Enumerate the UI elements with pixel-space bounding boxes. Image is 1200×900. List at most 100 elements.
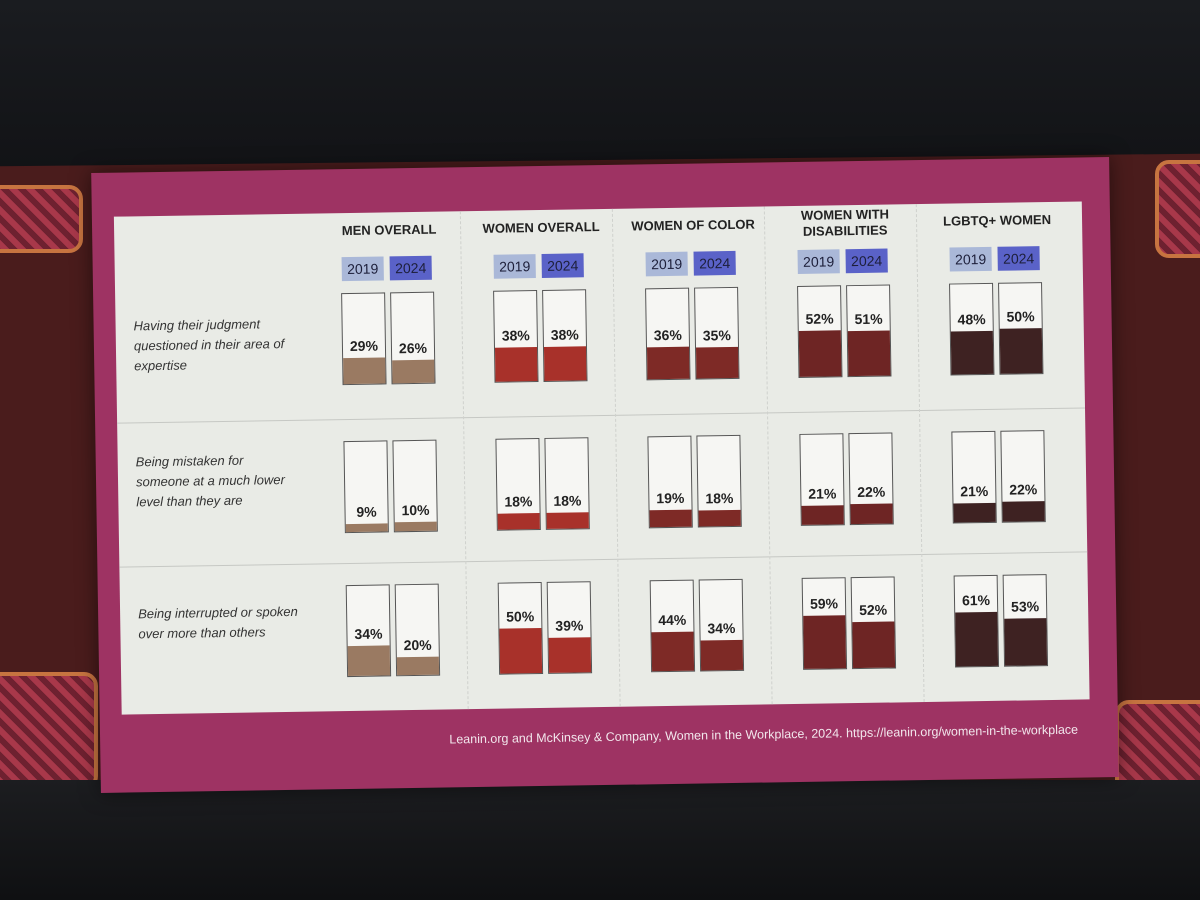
bar-fill: [392, 359, 435, 384]
bar-fill: [646, 346, 690, 380]
group-header: WOMEN OF COLOR: [631, 216, 755, 234]
row-divider: [119, 551, 1088, 568]
percentage-bar: 38%: [542, 289, 588, 382]
percentage-bar: 39%: [546, 581, 593, 674]
bar-fill: [955, 611, 999, 667]
bar-value: 48%: [957, 311, 986, 328]
row-label: Being interrupted or spoken over more th…: [138, 603, 298, 642]
column-divider: [611, 208, 622, 707]
bar-fill: [1004, 618, 1048, 666]
percentage-bar: 21%: [799, 433, 845, 526]
bar-fill: [1002, 501, 1045, 522]
bar-fill: [497, 513, 540, 530]
bar-value: 36%: [653, 326, 682, 344]
bar-fill: [696, 346, 739, 379]
bar-value: 52%: [859, 601, 888, 619]
bar-fill: [394, 521, 437, 532]
percentage-bar: 36%: [645, 287, 691, 381]
percentage-bar: 20%: [394, 583, 441, 677]
bar-fill: [343, 357, 386, 385]
bar-value: 18%: [705, 489, 734, 507]
source-citation: Leanin.org and McKinsey & Company, Women…: [449, 722, 1079, 747]
decorative-pattern: [1155, 160, 1200, 258]
percentage-bar: 51%: [846, 284, 892, 378]
bar-fill: [499, 628, 543, 674]
percentage-bar: 29%: [341, 292, 387, 386]
bar-value: 34%: [354, 625, 383, 642]
percentage-bar: 50%: [497, 582, 544, 675]
bar-value: 18%: [504, 493, 533, 510]
bar-value: 51%: [854, 310, 883, 328]
percentage-bar: 34%: [698, 578, 745, 672]
group-header: LGBTQ+ WOMEN: [942, 211, 1052, 229]
percentage-bar: 22%: [1000, 430, 1046, 523]
year-badge-2019: 2019: [645, 251, 688, 277]
year-badge-2019: 2019: [797, 249, 840, 274]
percentage-bar: 18%: [696, 434, 742, 528]
bar-value: 29%: [349, 337, 379, 354]
bar-value: 26%: [398, 339, 428, 357]
bar-fill: [953, 502, 996, 523]
bar-fill: [548, 637, 592, 673]
bar-value: 44%: [658, 611, 687, 629]
room-floor: [0, 780, 1200, 900]
bar-fill: [850, 503, 893, 525]
row-label: Being mistaken for someone at a much low…: [135, 452, 286, 510]
percentage-bar: 19%: [647, 435, 693, 529]
percentage-bar: 61%: [953, 574, 1000, 668]
percentage-bar: 50%: [998, 282, 1044, 375]
percentage-bar: 52%: [797, 285, 843, 378]
bar-fill: [950, 330, 994, 375]
bar-fill: [649, 509, 692, 528]
bar-fill: [999, 328, 1043, 374]
bar-value: 59%: [809, 595, 839, 612]
column-divider: [915, 204, 926, 703]
chart-panel: MEN OVERALL 2019 2024 29% 26% 9% 10% 34% 20% WOME…: [113, 201, 1090, 715]
row-label: Having their judgment questioned in thei…: [133, 316, 285, 374]
percentage-bar: 38%: [493, 290, 539, 383]
bar-value: 18%: [553, 492, 582, 509]
group-header: MEN OVERALL: [341, 221, 437, 239]
bar-fill: [494, 347, 538, 382]
bar-value: 38%: [501, 327, 530, 344]
bar-value: 50%: [1006, 308, 1035, 325]
bar-fill: [651, 631, 695, 672]
group-header: WOMEN WITH DISABILITIES: [800, 206, 890, 239]
bar-value: 20%: [403, 636, 432, 654]
bar-value: 53%: [1010, 598, 1040, 615]
bar-fill: [396, 656, 440, 676]
room-ceiling: [0, 0, 1200, 170]
bar-fill: [698, 509, 741, 527]
bar-value: 21%: [960, 482, 989, 500]
row-divider: [117, 407, 1086, 424]
bar-value: 34%: [707, 619, 736, 637]
bar-fill: [847, 330, 891, 377]
group-header: WOMEN OVERALL: [482, 219, 600, 236]
presentation-slide: MEN OVERALL 2019 2024 29% 26% 9% 10% 34% 20% WOME…: [91, 157, 1119, 793]
bar-value: 21%: [808, 485, 837, 502]
decorative-pattern: [0, 185, 83, 253]
column-divider: [459, 211, 470, 710]
bar-fill: [803, 615, 847, 669]
bar-value: 61%: [961, 591, 991, 609]
percentage-bar: 9%: [343, 440, 389, 534]
percentage-bar: 53%: [1002, 574, 1049, 667]
percentage-bar: 26%: [390, 291, 436, 385]
bar-fill: [345, 523, 388, 533]
bar-fill: [700, 639, 744, 671]
bar-value: 52%: [805, 310, 834, 327]
year-badge-2024: 2024: [389, 255, 432, 281]
percentage-bar: 52%: [850, 576, 897, 670]
year-badge-2024: 2024: [997, 246, 1040, 271]
bar-value: 10%: [401, 501, 430, 519]
percentage-bar: 59%: [801, 577, 848, 670]
bar-value: 38%: [550, 326, 579, 343]
bar-fill: [543, 346, 587, 381]
bar-fill: [347, 645, 391, 677]
bar-value: 22%: [857, 483, 886, 501]
year-badge-2024: 2024: [693, 250, 736, 276]
year-badge-2019: 2019: [949, 246, 992, 272]
bar-fill: [546, 512, 589, 529]
percentage-bar: 44%: [649, 579, 696, 673]
decorative-pattern: [0, 672, 98, 790]
